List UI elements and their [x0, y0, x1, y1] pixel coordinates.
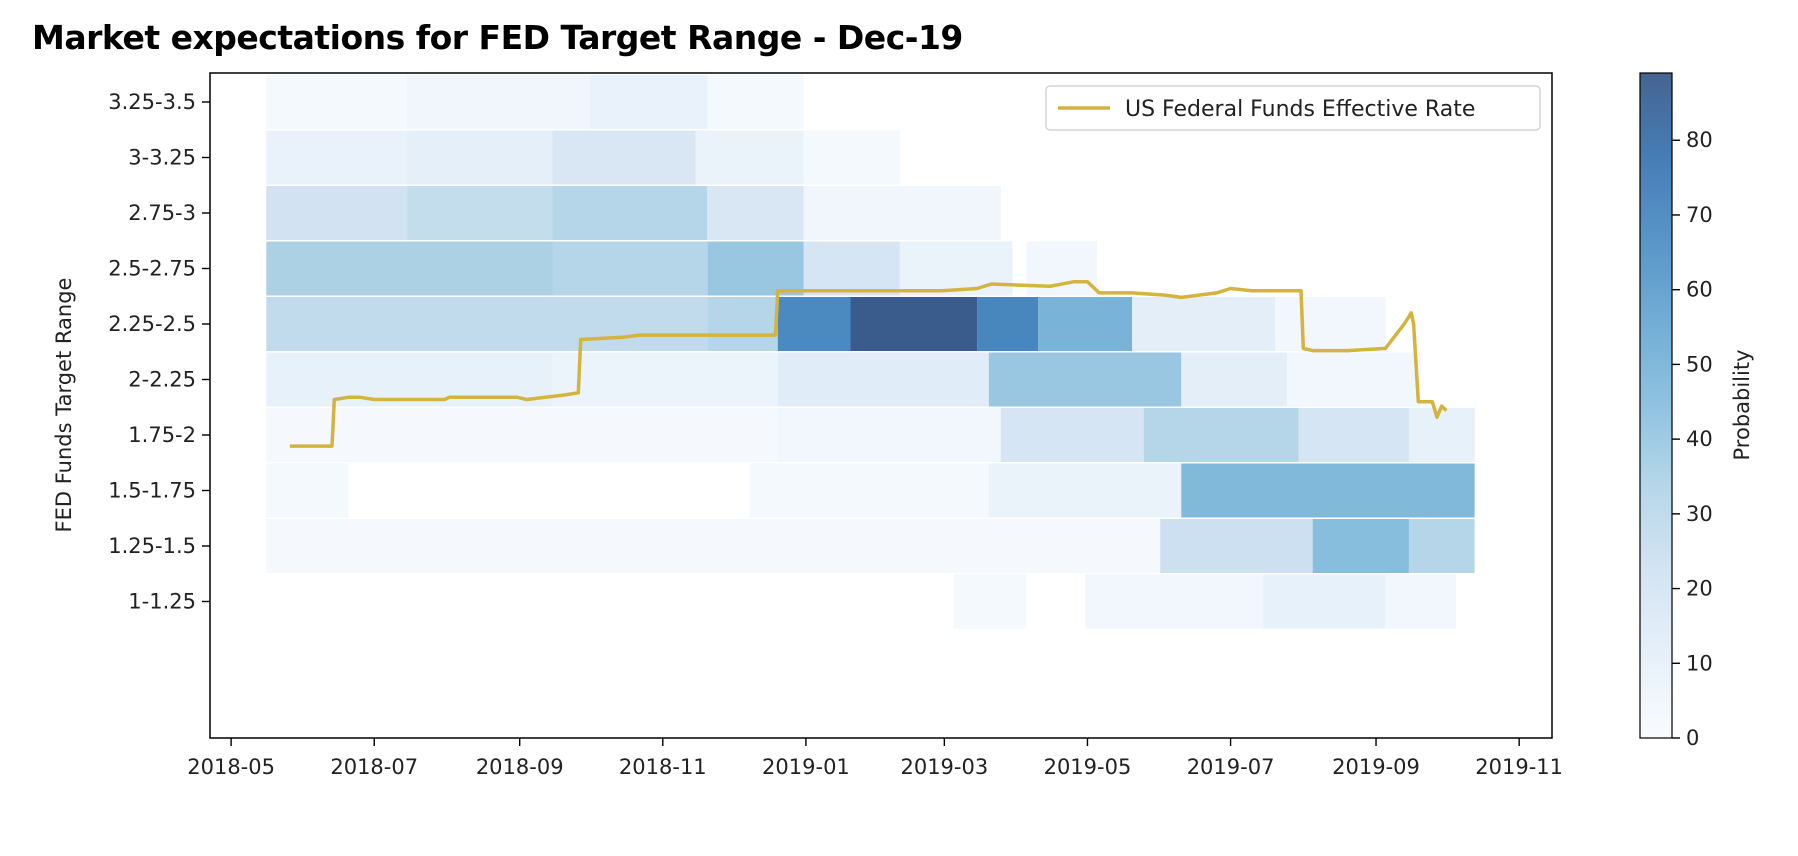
colorbar-tick-label: 80 [1686, 128, 1713, 152]
heat-cell [953, 574, 1027, 629]
x-tick-label: 2019-11 [1475, 755, 1563, 779]
heat-cell [707, 186, 804, 240]
x-tick-label: 2018-09 [476, 755, 564, 779]
heat-cell [749, 463, 989, 518]
heat-cell [1263, 574, 1386, 629]
colorbar-ticks: 0 10 20 30 40 50 60 70 80 [1672, 128, 1713, 750]
heat-cell [1000, 408, 1144, 462]
heat-cell [407, 75, 591, 129]
heat-cell [552, 241, 708, 296]
chart-title: Market expectations for FED Target Range… [32, 18, 963, 57]
heat-cell [266, 241, 553, 296]
legend-label: US Federal Funds Effective Rate [1125, 97, 1475, 122]
heat-cell [266, 519, 1161, 573]
heat-cell [552, 130, 696, 185]
colorbar-tick-label: 50 [1686, 352, 1713, 376]
colorbar-bar [1639, 72, 1673, 739]
y-tick-label: 2.5-2.75 [108, 257, 196, 281]
heat-cell [707, 75, 804, 129]
colorbar-tick-label: 70 [1686, 203, 1713, 227]
y-axis: 3.25-3.5 3-3.25 2.75-3 2.5-2.75 2.25-2.5 2-2.… [108, 90, 210, 614]
fed-rate-line [289, 280, 1448, 448]
heat-cell [552, 352, 778, 407]
heat-cell [1408, 408, 1475, 462]
x-axis: 2018-05 2018-07 2018-09 2018-11 2019-01 2019-… [187, 738, 1563, 779]
heat-cell [590, 75, 708, 129]
heat-cell [266, 297, 708, 351]
heat-cell [552, 186, 708, 240]
heat-cell [1312, 519, 1409, 573]
heat-cell [988, 352, 1182, 407]
heat-cell [899, 241, 1013, 296]
heat-cell [777, 297, 851, 351]
heat-cell [1085, 574, 1264, 629]
heat-cell [777, 352, 989, 407]
heat-cell [1181, 352, 1287, 407]
x-tick-label: 2019-09 [1332, 755, 1420, 779]
heat-cell [1181, 463, 1475, 518]
heat-cell [1385, 574, 1456, 629]
colorbar-tick-label: 60 [1686, 278, 1713, 302]
y-tick-label: 1-1.25 [128, 590, 196, 614]
heat-cell [407, 186, 553, 240]
y-tick-label: 2-2.25 [128, 368, 196, 392]
heat-cell [407, 130, 553, 185]
heat-cell [1298, 408, 1409, 462]
heat-cell [1143, 408, 1299, 462]
legend-box [1045, 85, 1541, 131]
heat-cell [988, 463, 1182, 518]
colorbar: 0 10 20 30 40 50 60 70 80 Probability [1639, 72, 1754, 750]
y-tick-label: 2.75-3 [128, 201, 196, 225]
x-tick-label: 2018-11 [619, 755, 707, 779]
x-tick-label: 2019-05 [1044, 755, 1132, 779]
y-axis-label: FED Funds Target Range [52, 278, 76, 533]
colorbar-label: Probability [1730, 349, 1754, 460]
colorbar-tick-label: 20 [1686, 577, 1713, 601]
heat-cell [850, 297, 978, 351]
x-tick-label: 2018-07 [330, 755, 418, 779]
heat-cell [707, 297, 778, 351]
heat-cell [777, 408, 1001, 462]
heat-cell [266, 75, 408, 129]
heat-cell [1160, 519, 1313, 573]
colorbar-tick-label: 30 [1686, 502, 1713, 526]
y-tick-label: 1.75-2 [128, 423, 196, 447]
heat-cell [803, 241, 900, 296]
x-tick-label: 2019-01 [762, 755, 850, 779]
y-tick-label: 3.25-3.5 [108, 90, 196, 114]
y-tick-label: 3-3.25 [128, 146, 196, 170]
heat-cell [1038, 297, 1132, 351]
heat-cell [266, 463, 349, 518]
y-tick-label: 2.25-2.5 [108, 312, 196, 336]
heat-cell [803, 186, 1001, 240]
x-tick-label: 2019-07 [1187, 755, 1275, 779]
legend: US Federal Funds Effective Rate [1045, 85, 1541, 131]
x-tick-label: 2018-05 [187, 755, 275, 779]
colorbar-tick-label: 40 [1686, 427, 1713, 451]
heat-cell [803, 130, 900, 185]
y-tick-label: 1.25-1.5 [108, 534, 196, 558]
heat-cell [266, 408, 778, 462]
x-tick-label: 2019-03 [900, 755, 988, 779]
colorbar-tick-label: 10 [1686, 651, 1713, 675]
rate-line-layer [289, 280, 1448, 448]
colorbar-tick-label: 0 [1686, 726, 1699, 750]
heat-cell [1286, 352, 1421, 407]
heat-cell [707, 241, 804, 296]
heat-cell [695, 130, 804, 185]
heat-cell [266, 186, 408, 240]
heat-cell [977, 297, 1039, 351]
heat-cell [1408, 519, 1475, 573]
heat-cell [1132, 297, 1276, 351]
y-tick-label: 1.5-1.75 [108, 479, 196, 503]
heat-cell [1275, 297, 1386, 351]
heat-cell [266, 130, 408, 185]
heatmap-cells [266, 75, 1475, 629]
plot-frame [209, 72, 1553, 739]
